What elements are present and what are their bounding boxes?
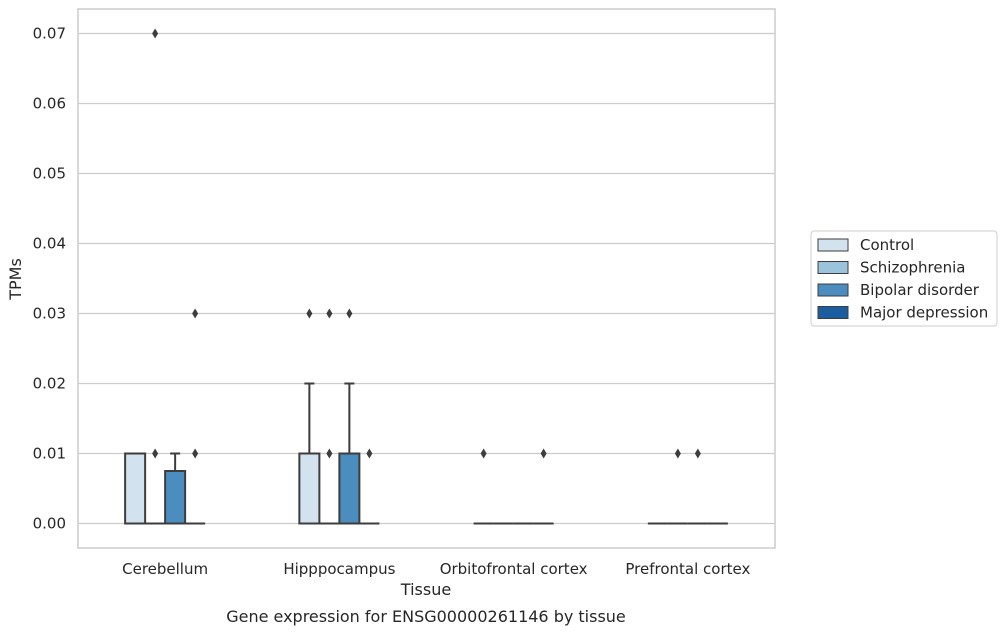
outlier-point — [326, 448, 333, 459]
outlier-point — [540, 448, 547, 459]
outlier-point — [346, 308, 353, 319]
outlier-point — [674, 448, 681, 459]
box — [533, 448, 554, 525]
y-tick-label: 0.06 — [33, 95, 66, 113]
legend-swatch — [817, 306, 849, 319]
legend-frame — [810, 230, 998, 327]
box — [319, 308, 340, 525]
outlier-point — [694, 448, 701, 459]
x-tick-labels: Cerebellum Hipppocampus Orbitofrontal cort… — [122, 560, 750, 578]
box — [124, 452, 147, 525]
y-tick-labels: 0.00 0.01 0.02 0.03 0.04 0.05 0.06 0.07 — [33, 25, 66, 533]
gridlines — [78, 32, 775, 525]
chart-caption: Gene expression for ENSG00000261146 by t… — [226, 607, 626, 626]
outlier-point — [192, 448, 199, 459]
y-tick-label: 0.05 — [33, 165, 66, 183]
x-tick-label: Cerebellum — [122, 560, 208, 578]
box-body — [124, 452, 147, 525]
outlier-point — [366, 448, 373, 459]
box — [687, 448, 708, 525]
legend-swatch — [817, 261, 849, 274]
y-tick-label: 0.04 — [33, 235, 66, 253]
box-body — [338, 452, 361, 525]
box-body — [164, 470, 187, 525]
legend-items: Control Schizophrenia Bipolar disorder Majo… — [817, 236, 988, 322]
outlier-point — [192, 308, 199, 319]
outlier-point — [480, 448, 487, 459]
box — [473, 448, 494, 525]
legend-label: Bipolar disorder — [860, 281, 980, 299]
x-axis-label: Tissue — [400, 580, 451, 599]
y-tick-label: 0.02 — [33, 375, 66, 393]
legend-label: Major depression — [860, 304, 988, 322]
legend-swatch — [817, 283, 849, 297]
legend: Control Schizophrenia Bipolar disorder Majo… — [810, 230, 998, 327]
outlier-point — [152, 28, 159, 39]
outlier-point — [306, 308, 313, 319]
y-tick-label: 0.07 — [33, 25, 66, 43]
box — [185, 308, 206, 525]
x-tick-label: Prefrontal cortex — [625, 560, 750, 578]
box — [359, 448, 380, 525]
box — [164, 452, 187, 525]
legend-swatch — [817, 238, 849, 252]
plot-frame — [77, 8, 776, 549]
boxes — [124, 28, 728, 525]
box — [338, 308, 361, 525]
y-tick-label: 0.00 — [33, 515, 66, 533]
legend-label: Schizophrenia — [860, 259, 965, 277]
y-tick-label: 0.01 — [33, 445, 66, 463]
y-axis-label: TPMs — [6, 258, 25, 301]
box — [145, 28, 166, 525]
y-tick-label: 0.03 — [33, 305, 66, 323]
x-tick-label: Hipppocampus — [283, 560, 395, 578]
outlier-point — [326, 308, 333, 319]
legend-label: Control — [860, 236, 914, 254]
outlier-point — [152, 448, 159, 459]
box — [667, 448, 688, 525]
box — [298, 308, 321, 525]
x-tick-label: Orbitofrontal cortex — [440, 560, 588, 578]
box-body — [298, 452, 321, 525]
